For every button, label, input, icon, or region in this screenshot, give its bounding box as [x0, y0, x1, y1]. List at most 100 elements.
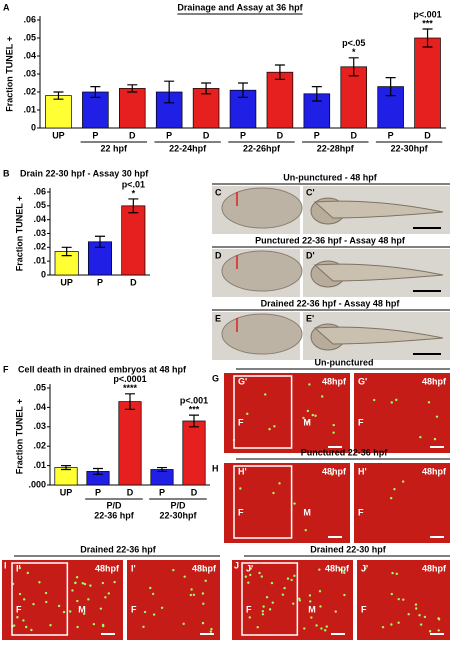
- error-bar: [189, 414, 199, 428]
- embryo-body: [313, 263, 444, 282]
- tunel-dot: [258, 571, 261, 575]
- tunel-dot: [278, 482, 281, 485]
- stage-label: 48hpf: [422, 563, 447, 573]
- y-tick-label: .04: [33, 214, 46, 224]
- significance-stars: ***: [422, 18, 433, 28]
- tunel-dot: [270, 581, 274, 585]
- panel-letter: E: [215, 313, 221, 323]
- tunel-dot: [22, 619, 25, 622]
- tunel-dot: [268, 427, 271, 431]
- tunel-dot: [303, 627, 306, 630]
- tunel-dot: [26, 571, 30, 575]
- tunel-dot: [272, 491, 275, 495]
- y-tick-label: .05: [33, 382, 46, 392]
- tunel-dot: [397, 597, 400, 601]
- tunel-dot: [435, 415, 439, 418]
- group-label: 22 hpf: [101, 143, 129, 153]
- tunel-dot: [306, 409, 310, 413]
- tunel-dot: [323, 629, 327, 632]
- tunel-dot: [308, 383, 311, 386]
- inset-box: [241, 562, 299, 636]
- tunel-dot: [318, 568, 321, 571]
- error-bar: [385, 77, 396, 97]
- tunel-dot: [248, 616, 251, 619]
- tunel-dot: [151, 592, 155, 596]
- tunel-dot: [390, 592, 393, 596]
- y-tick-label: .04: [23, 50, 36, 60]
- tunel-dot: [390, 623, 393, 626]
- x-tick-label: P: [95, 487, 101, 497]
- chart-title: Drainage and Assay at 36 hpf: [177, 2, 303, 12]
- inset-label: I': [16, 563, 21, 573]
- significance-stars: ****: [123, 383, 138, 393]
- y-tick-label: .01: [33, 256, 46, 266]
- panel-letter: H: [212, 463, 219, 473]
- stage-label: 48hpf: [422, 466, 447, 476]
- inset-label: G': [238, 376, 247, 386]
- tunel-dot: [414, 603, 418, 606]
- tunel-dot: [201, 621, 205, 625]
- x-tick-label: D: [129, 130, 136, 140]
- panel-header: Punctured 22-36 hpf - Assay 48 hpf: [255, 235, 406, 245]
- tunel-dot: [419, 623, 423, 626]
- y-tick-label: .03: [23, 68, 36, 78]
- tunel-dot: [306, 420, 310, 423]
- group-label: 22-30hpf: [159, 510, 197, 520]
- tunel-dot: [249, 573, 252, 577]
- x-tick-label: P: [159, 487, 165, 497]
- error-bar: [53, 91, 64, 100]
- stage-label: 48hpf: [192, 563, 217, 573]
- tunel-dot: [395, 398, 398, 402]
- region-label: M: [303, 417, 311, 427]
- tunel-dot: [339, 568, 342, 571]
- inset-box: [233, 375, 293, 449]
- tunel-dot: [262, 605, 265, 608]
- panel-letter: A: [3, 2, 10, 12]
- tunel-dot: [182, 622, 185, 626]
- y-tick-label: .06: [33, 186, 46, 196]
- tunel-dot: [210, 627, 213, 631]
- tunel-dot: [407, 612, 410, 616]
- tunel-dot: [321, 395, 324, 398]
- region-label: F: [131, 604, 137, 614]
- stage-label: 48hpf: [325, 563, 350, 573]
- y-tick-label: .02: [23, 86, 36, 96]
- panel-letter: G: [212, 373, 219, 383]
- tunel-dot: [247, 581, 250, 584]
- tunel-dot: [99, 607, 103, 610]
- fluorescence-image: [224, 463, 350, 543]
- tunel-dot: [286, 577, 290, 580]
- error-bar: [93, 467, 103, 475]
- tunel-dot: [318, 589, 322, 593]
- tunel-dot: [202, 602, 205, 605]
- p-value: p<.0001: [113, 374, 146, 384]
- tunel-dot: [45, 600, 48, 604]
- error-bar: [95, 235, 105, 248]
- tunel-dot: [57, 604, 61, 608]
- tunel-dot: [397, 621, 400, 624]
- tunel-dot: [273, 425, 276, 428]
- error-bar: [422, 28, 433, 48]
- x-tick-label: D: [277, 130, 284, 140]
- x-tick-label: P: [314, 130, 320, 140]
- tunel-dot: [160, 606, 164, 609]
- panel-header: Un-punctured: [315, 357, 374, 367]
- tunel-dot: [315, 624, 318, 627]
- region-label: F: [358, 417, 364, 427]
- error-bar: [125, 393, 135, 410]
- tunel-dot: [204, 579, 207, 582]
- inset-label: H': [238, 466, 247, 476]
- group-label: P/D: [170, 500, 186, 510]
- y-tick-label: .06: [23, 14, 36, 24]
- tunel-dot: [239, 487, 242, 490]
- tunel-dot: [265, 596, 269, 599]
- tunel-dot: [427, 401, 431, 404]
- bar: [45, 95, 72, 129]
- panel-letter: F: [3, 364, 9, 374]
- tunel-dot: [81, 582, 85, 585]
- panel-letter: D: [215, 250, 222, 260]
- error-bar: [274, 64, 285, 80]
- tunel-dot: [261, 613, 265, 616]
- p-value: p<.001: [180, 396, 208, 406]
- tunel-dot: [87, 598, 90, 601]
